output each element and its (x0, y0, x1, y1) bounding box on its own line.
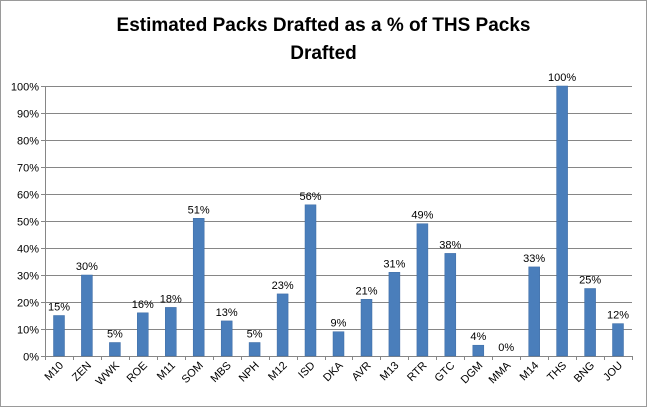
data-label-m10: 15% (48, 302, 70, 314)
data-label-som: 51% (188, 204, 210, 216)
y-tick-label: 60% (17, 190, 39, 202)
x-category-label-m10: M10 (42, 360, 66, 384)
x-category-label-rtr: RTR (405, 360, 429, 384)
data-label-rtr: 49% (411, 210, 433, 222)
chart-title-line-2: Drafted (290, 43, 357, 64)
data-label-m14: 33% (523, 253, 545, 265)
data-label-jou: 12% (607, 310, 629, 322)
x-category-label-nph: NPH (237, 360, 262, 385)
x-category-labels: M10 ZEN WWK ROE M11 SOM MBS NPH M12 ISD DKA AVR M13 R… (42, 359, 625, 388)
bar-m13 (388, 272, 401, 357)
bar-m12 (276, 293, 289, 357)
bar-mbs (220, 320, 233, 357)
x-category-label-m11: M11 (155, 360, 178, 383)
axes (41, 86, 633, 360)
x-category-label-m13: M13 (378, 360, 402, 384)
y-tick-labels: 0% 10% 20% 30% 40% 50% 60% 70% 80% 90% 100% (11, 82, 39, 364)
data-labels: 15% 30% 5% 16% 18% 51% 13% 5% 23% 56% 9% 21% 31% 49% 3… (48, 72, 629, 354)
data-label-roe: 16% (132, 299, 154, 311)
bar-som (192, 218, 205, 357)
data-label-m11: 18% (160, 293, 182, 305)
gridlines (45, 86, 632, 330)
data-label-m12: 23% (272, 280, 294, 292)
bar-ths (556, 85, 568, 357)
data-label-isd: 56% (299, 191, 321, 203)
y-tick-label: 80% (17, 136, 39, 148)
y-tick-label: 0% (23, 352, 39, 364)
bar-roe (137, 312, 149, 357)
y-tick-label: 40% (17, 244, 39, 256)
x-category-label-roe: ROE (125, 360, 150, 385)
bars (53, 85, 624, 357)
bar-bng (584, 288, 596, 357)
bar-wwk (109, 342, 121, 357)
bar-jou (612, 323, 624, 357)
bar-rtr (416, 223, 429, 357)
bar-nph (248, 342, 261, 357)
x-category-label-mbs: MBS (208, 360, 233, 385)
x-category-label-mma: MMA (487, 359, 514, 386)
y-tick-label: 10% (17, 325, 39, 337)
data-label-m13: 31% (383, 258, 405, 270)
bar-gtc (444, 253, 457, 357)
data-label-mma: 0% (498, 342, 514, 354)
x-category-label-avr: AVR (350, 360, 374, 384)
chart-title: Estimated Packs Drafted as a % of THS Pa… (0, 12, 647, 68)
y-tick-label: 90% (17, 109, 39, 121)
bar-m10 (53, 315, 65, 357)
data-label-zen: 30% (76, 261, 98, 273)
bar-dgm (472, 344, 485, 357)
bar-avr (360, 299, 373, 357)
y-tick-label: 30% (17, 271, 39, 283)
y-tick-label: 70% (17, 163, 39, 175)
x-category-label-dka: DKA (321, 359, 346, 384)
bar-m14 (528, 266, 540, 357)
y-tick-label: 50% (17, 217, 39, 229)
bar-zen (81, 274, 93, 357)
x-category-label-m12: M12 (266, 360, 290, 384)
data-label-avr: 21% (355, 285, 377, 297)
data-label-mbs: 13% (216, 307, 238, 319)
x-category-label-wwk: WWK (94, 359, 123, 388)
x-category-label-dgm: DGM (459, 360, 486, 387)
data-label-ths: 100% (548, 72, 576, 84)
x-category-label-som: SOM (180, 360, 206, 386)
x-category-label-isd: ISD (296, 360, 317, 381)
data-label-nph: 5% (247, 329, 263, 341)
data-label-wwk: 5% (107, 329, 123, 341)
bar-isd (304, 204, 317, 357)
x-category-label-jou: JOU (601, 360, 625, 384)
y-tick-label: 20% (17, 298, 39, 310)
x-category-label-ths: THS (545, 360, 569, 384)
x-category-label-zen: ZEN (70, 360, 94, 384)
bar-dka (332, 331, 345, 357)
data-label-gtc: 38% (439, 239, 461, 251)
data-label-dka: 9% (331, 318, 347, 330)
data-label-dgm: 4% (470, 331, 486, 343)
bar-m11 (165, 307, 177, 357)
x-category-label-bng: BNG (572, 360, 597, 385)
chart-title-line-1: Estimated Packs Drafted as a % of THS Pa… (116, 15, 531, 36)
x-category-label-gtc: GTC (433, 360, 458, 385)
y-tick-label: 100% (11, 82, 39, 94)
x-category-label-m14: M14 (518, 360, 542, 384)
data-label-bng: 25% (579, 275, 601, 287)
